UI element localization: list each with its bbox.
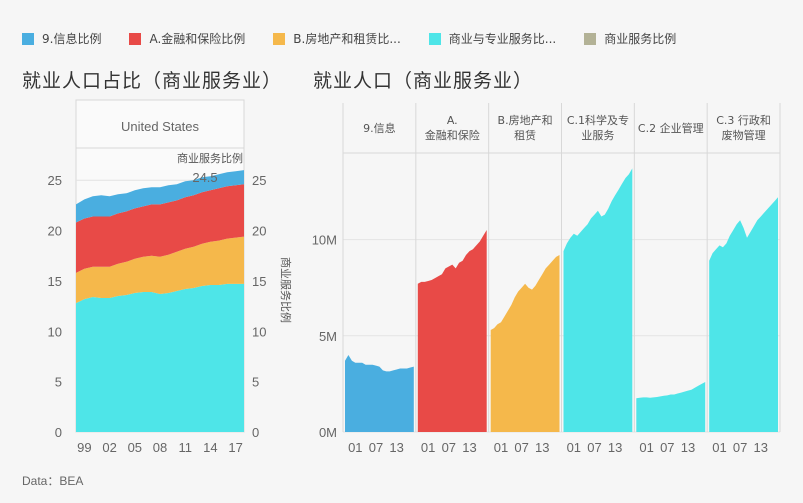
right-x-tick-label: 07 [587,440,601,455]
legend-item[interactable]: B.房地产和租赁比... [273,30,401,47]
left-x-tick-label: 17 [228,440,242,455]
legend-item[interactable]: 9.信息比例 [22,30,101,47]
legend: 9.信息比例 A.金融和保险比例 B.房地产和租赁比... 商业与专业服务比... 商业… [22,30,704,47]
left-y2-tick-label: 10 [252,324,266,339]
legend-swatch [584,32,597,45]
panel-area-3 [563,168,633,432]
panel-area-4 [636,382,706,432]
right-chart-title: 就业人口（商业服务业） [313,70,534,92]
legend-swatch [129,32,142,45]
right-x-tick-label: 01 [567,440,581,455]
area-series-3 [76,170,244,223]
left-x-tick-label: 05 [128,440,142,455]
legend-label: A.金融和保险比例 [149,32,246,46]
legend-label: B.房地产和租赁比... [293,32,401,46]
legend-swatch [22,32,34,45]
left-chart-title: 就业人口占比（商业服务业） [22,70,283,92]
right-x-tick-label: 07 [442,440,456,455]
left-y-tick-label: 5 [55,375,62,390]
right-x-tick-label: 01 [639,440,653,455]
left-x-tick-label: 02 [102,440,116,455]
right-x-tick-label: 07 [369,440,383,455]
left-y2-tick-label: 20 [252,224,266,239]
left-y-tick-label: 0 [55,425,62,440]
right-x-tick-label: 13 [681,440,695,455]
left-y2-tick-label: 25 [252,173,266,188]
legend-item[interactable]: 商业与专业服务比... [428,30,557,47]
left-x-tick-label: 11 [178,440,192,455]
panel-area-5 [709,197,778,432]
left-y2-tick-label: 5 [252,375,259,390]
left-x-tick-label: 99 [77,440,91,455]
left-y-tick-label: 10 [48,324,62,339]
area-series-0 [76,283,244,432]
right-y-tick-label: 10M [312,233,337,248]
panel-title-1: 金融和保险 [425,128,480,142]
right-x-tick-label: 13 [608,440,622,455]
right-y-tick-label: 0M [319,425,337,440]
legend-item[interactable]: A.金融和保险比例 [129,30,245,47]
right-x-tick-label: 01 [712,440,726,455]
left-y2-tick-label: 15 [252,274,266,289]
left-y-tick-label: 20 [48,224,62,239]
right-x-tick-label: 13 [389,440,403,455]
right-x-tick-label: 07 [733,440,747,455]
right-y-tick-label: 5M [319,329,337,344]
left-y2-tick-label: 0 [252,425,259,440]
area-series-1 [76,236,244,304]
panel-title-0: 9.信息 [363,121,396,135]
right-x-tick-label: 01 [348,440,362,455]
panel-title-2: B.房地产和 [498,113,553,127]
panel-area-2 [490,255,560,432]
right-x-tick-label: 07 [514,440,528,455]
panel-title-3: C.1科学及专 [567,113,629,127]
data-source-note: Data：BEA [22,474,84,488]
panel-title-5: 废物管理 [722,128,766,142]
panel-title-1: A. [447,114,458,127]
legend-label: 9.信息比例 [42,32,102,46]
panel-area-0 [345,355,414,432]
legend-swatch [273,32,286,45]
right-x-tick-label: 13 [462,440,476,455]
left-y-tick-label: 25 [48,173,62,188]
left-panel-title: United States [121,119,200,134]
right-x-tick-label: 13 [754,440,768,455]
legend-label: 商业服务比例 [604,32,677,46]
left-x-tick-label: 08 [153,440,167,455]
right-x-tick-label: 07 [660,440,674,455]
panel-title-4: C.2 企业管理 [638,121,704,135]
panel-area-1 [417,230,487,432]
panel-title-5: C.3 行政和 [716,113,771,127]
legend-swatch [428,32,441,45]
left-y2-axis-label: 商业服务比例 [279,257,293,323]
area-series-2 [76,184,244,273]
legend-item[interactable]: 商业服务比例 [584,30,676,47]
left-x-tick-label: 14 [203,440,217,455]
legend-label: 商业与专业服务比... [448,32,557,46]
panel-title-3: 业服务 [581,129,614,142]
annotation-label: 商业服务比例 [177,151,243,165]
panel-title-2: 租赁 [514,128,536,142]
right-x-tick-label: 01 [494,440,508,455]
left-y-tick-label: 15 [48,274,62,289]
right-x-tick-label: 13 [535,440,549,455]
right-x-tick-label: 01 [421,440,435,455]
annotation-value: 24.5 [192,170,217,185]
